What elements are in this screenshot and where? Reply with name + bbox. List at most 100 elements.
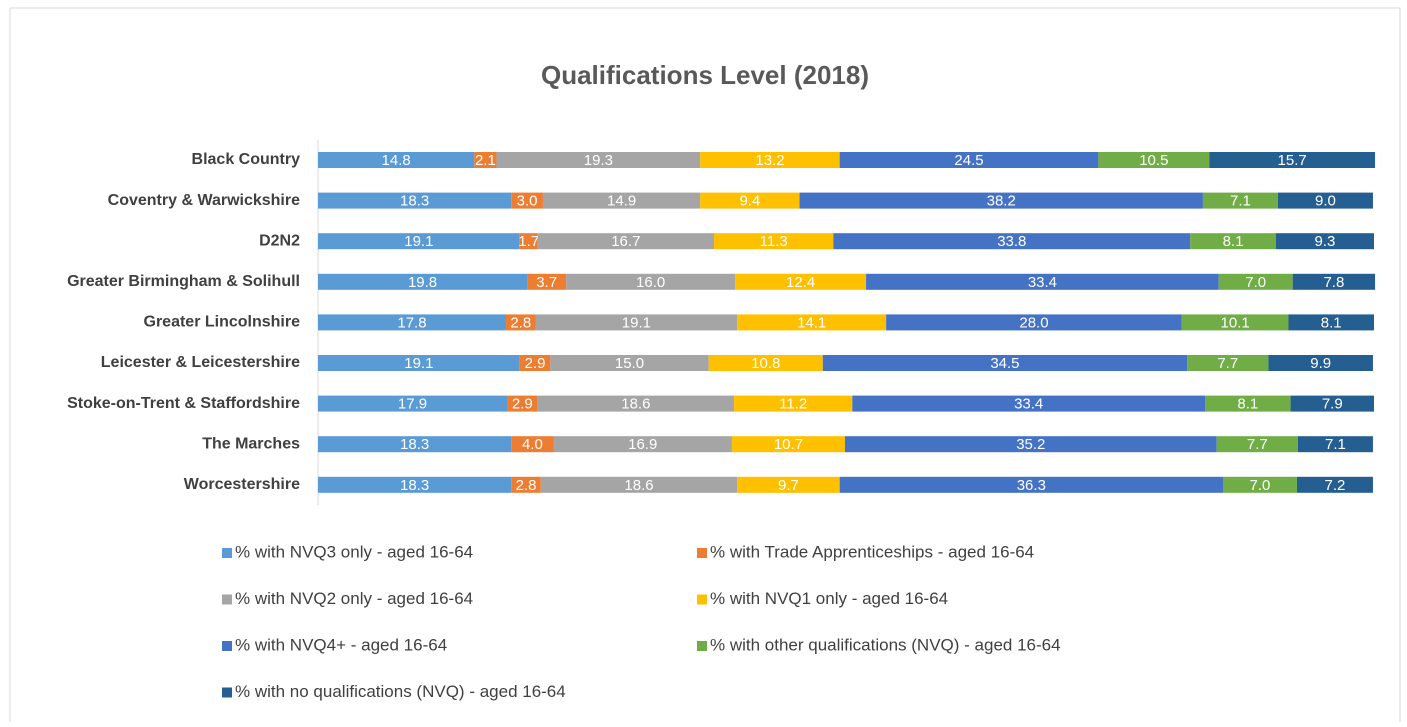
bar-segment <box>799 192 1203 209</box>
legend-swatch <box>222 594 232 605</box>
data-label: 33.4 <box>1014 396 1043 413</box>
data-label: 7.1 <box>1325 436 1346 453</box>
bar-segment <box>505 314 536 331</box>
bar-segment <box>737 476 840 493</box>
data-label: 17.8 <box>397 314 426 331</box>
data-label: 1.7 <box>518 233 539 250</box>
data-label: 2.9 <box>512 396 533 413</box>
data-label: 10.8 <box>751 355 780 372</box>
data-label: 19.1 <box>404 355 433 372</box>
category-label: Stoke-on-Trent & Staffordshire <box>67 395 300 412</box>
data-label: 14.8 <box>382 152 411 169</box>
data-label: 15.0 <box>615 355 644 372</box>
data-label: 11.3 <box>760 233 788 250</box>
bar-segment <box>714 233 834 250</box>
bar-segment <box>1098 152 1210 168</box>
data-label: 16.9 <box>628 436 657 453</box>
data-label: 38.2 <box>987 193 1016 210</box>
bar-segment <box>511 436 554 453</box>
legend-label: % with NVQ3 only - aged 16-64 <box>235 542 473 561</box>
data-label: 16.0 <box>636 274 665 291</box>
data-label: 8.1 <box>1223 233 1244 250</box>
bar-segment <box>511 192 543 209</box>
legend-label: % with NVQ4+ - aged 16-64 <box>235 635 447 654</box>
data-label: 12.4 <box>786 274 815 291</box>
bar-segment <box>1277 192 1373 209</box>
data-label: 33.4 <box>1028 274 1057 291</box>
data-label: 2.9 <box>525 355 546 372</box>
data-label: 28.0 <box>1019 314 1048 331</box>
bar-segment <box>1216 436 1298 453</box>
bar-segment <box>553 436 732 453</box>
data-label: 19.1 <box>622 314 651 331</box>
category-label: Leicester & Leicestershire <box>101 354 300 371</box>
bar-segment <box>318 152 475 168</box>
bar-segment <box>318 273 528 290</box>
data-label: 34.5 <box>990 355 1019 372</box>
category-label: Worcestershire <box>184 476 300 493</box>
data-label: 33.8 <box>997 233 1026 250</box>
data-label: 35.2 <box>1016 436 1045 453</box>
bar-segment <box>550 355 709 371</box>
legend-swatch <box>697 594 707 605</box>
bar-segment <box>700 152 840 168</box>
data-label: 24.5 <box>954 152 983 169</box>
data-label: 10.1 <box>1221 314 1250 331</box>
category-label: Black Country <box>192 151 301 168</box>
bar-segment <box>1218 273 1293 290</box>
legend-label: % with other qualifications (NVQ) - aged… <box>710 635 1061 654</box>
legend-swatch <box>222 641 232 651</box>
data-label: 2.8 <box>510 314 531 331</box>
bar-segment <box>1268 355 1373 371</box>
bar-segment <box>1275 233 1374 250</box>
bar-segment <box>507 395 538 412</box>
bar-segment <box>496 152 701 168</box>
bar-segment <box>734 395 853 412</box>
data-label: 19.1 <box>404 233 433 250</box>
bar-segment <box>519 355 551 371</box>
data-label: 7.9 <box>1322 396 1343 413</box>
data-label: 4.0 <box>522 436 543 453</box>
data-label: 7.0 <box>1245 274 1266 291</box>
data-label: 7.2 <box>1324 477 1345 494</box>
legend-label: % with Trade Apprenticeships - aged 16-6… <box>710 542 1034 561</box>
bar-segment <box>540 476 738 493</box>
bar-segment <box>519 233 538 250</box>
bar-segment <box>839 152 1099 168</box>
legend-swatch <box>222 687 232 698</box>
data-label: 18.6 <box>621 396 650 413</box>
data-label: 14.1 <box>797 314 826 331</box>
bar-segment <box>1297 436 1373 453</box>
bar-segment <box>318 192 512 209</box>
bar-segment <box>318 476 512 493</box>
data-label: 7.7 <box>1247 436 1268 453</box>
data-label: 8.1 <box>1321 314 1342 331</box>
category-label: D2N2 <box>259 232 300 249</box>
bar-segment <box>566 273 736 290</box>
bar-segment <box>1205 395 1291 412</box>
data-label: 18.3 <box>400 436 429 453</box>
data-label: 10.7 <box>774 436 803 453</box>
data-label: 9.4 <box>739 193 760 210</box>
bar-segment <box>1296 476 1373 493</box>
data-label: 7.8 <box>1323 274 1344 291</box>
data-label: 10.5 <box>1139 152 1168 169</box>
bar-segment <box>535 314 738 331</box>
legend-swatch <box>697 641 707 651</box>
bar-segment <box>1288 314 1374 331</box>
bar-segment <box>844 436 1217 453</box>
bar-segment <box>1290 395 1374 412</box>
bar-segment <box>822 355 1188 371</box>
bar-segment <box>542 192 701 209</box>
legend-label: % with no qualifications (NVQ) - aged 16… <box>235 682 566 701</box>
bar-segment <box>1202 192 1278 209</box>
legend-swatch <box>697 548 707 558</box>
category-label: The Marches <box>202 435 300 452</box>
bar-segment <box>839 476 1223 493</box>
bar-segment <box>833 233 1191 250</box>
data-label: 18.6 <box>624 477 653 494</box>
bar-segment <box>886 314 1182 331</box>
category-label: Greater Lincolnshire <box>144 314 301 331</box>
bar-segment <box>1292 273 1376 290</box>
